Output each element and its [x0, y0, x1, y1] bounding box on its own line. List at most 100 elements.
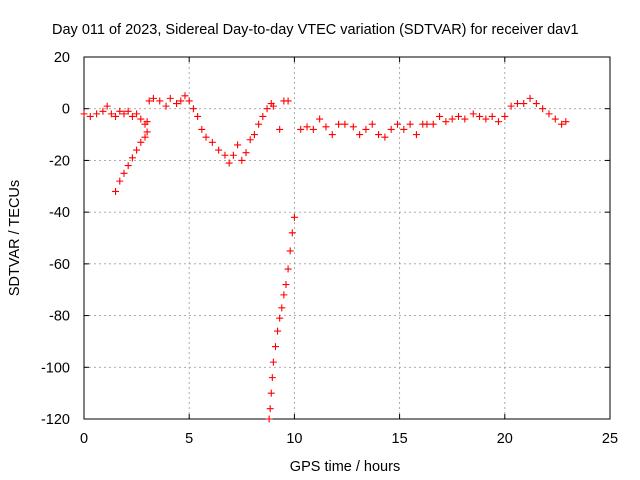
data-point [335, 120, 343, 128]
data-point [255, 120, 263, 128]
data-point [309, 125, 317, 133]
data-point [562, 118, 570, 126]
data-point [156, 97, 164, 105]
data-point [476, 112, 484, 120]
data-point [221, 151, 229, 159]
data-point [202, 133, 210, 141]
data-point [482, 115, 490, 123]
data-point [267, 389, 275, 397]
x-tick-label: 0 [80, 431, 88, 447]
data-point [274, 327, 282, 335]
y-tick-label: -60 [49, 257, 70, 273]
data-point [488, 112, 496, 120]
data-point [276, 314, 284, 322]
x-tick-label: 15 [392, 431, 408, 447]
data-point [137, 138, 145, 146]
data-point [539, 105, 547, 113]
data-point [286, 247, 294, 255]
data-point [393, 120, 401, 128]
y-tick-label: -120 [41, 412, 70, 428]
data-point [103, 102, 111, 110]
data-point [93, 110, 101, 118]
data-point [461, 115, 469, 123]
data-point [133, 110, 141, 118]
y-tick-label: -40 [49, 205, 70, 221]
data-point [208, 138, 216, 146]
x-tick-label: 20 [497, 431, 513, 447]
data-point [250, 131, 258, 139]
data-point [116, 107, 124, 115]
data-point [545, 110, 553, 118]
data-point [198, 125, 206, 133]
data-point [246, 136, 254, 144]
data-point [341, 120, 349, 128]
data-point [400, 125, 408, 133]
y-tick-label: 0 [62, 102, 70, 118]
data-point [80, 110, 88, 118]
data-point [532, 100, 540, 108]
data-point [266, 405, 274, 413]
data-point [234, 141, 242, 149]
data-point [112, 187, 120, 195]
data-point [494, 118, 502, 126]
data-point [278, 304, 286, 312]
data-point [107, 110, 115, 118]
data-point [269, 358, 277, 366]
x-tick-label: 5 [185, 431, 193, 447]
data-point [280, 291, 288, 299]
y-tick-label: -100 [41, 360, 70, 376]
data-point [303, 123, 311, 131]
data-point [143, 118, 151, 126]
data-point [349, 123, 357, 131]
data-point [375, 131, 383, 139]
data-point [406, 120, 414, 128]
data-point [120, 110, 128, 118]
data-point [288, 229, 296, 237]
data-point [143, 128, 151, 136]
data-points [80, 92, 570, 423]
data-point [469, 110, 477, 118]
data-point [99, 107, 107, 115]
data-point [128, 112, 136, 120]
y-tick-label: -80 [49, 309, 70, 325]
data-point [133, 146, 141, 154]
data-point [551, 115, 559, 123]
data-point [259, 112, 267, 120]
plot-frame [83, 56, 611, 420]
data-point [263, 105, 271, 113]
data-point [265, 415, 273, 423]
data-point [448, 115, 456, 123]
data-point [137, 115, 145, 123]
data-point [412, 131, 420, 139]
tick-marks [83, 56, 611, 420]
data-point [162, 102, 170, 110]
data-point [238, 156, 246, 164]
data-point [189, 105, 197, 113]
data-point [442, 118, 450, 126]
data-point [276, 125, 284, 133]
data-point [356, 131, 364, 139]
data-point [225, 159, 233, 167]
data-point [429, 120, 437, 128]
data-point [328, 131, 336, 139]
data-point [526, 94, 534, 102]
data-point [297, 125, 305, 133]
data-point [316, 115, 324, 123]
data-point [229, 151, 237, 159]
data-point [507, 102, 515, 110]
data-point [284, 97, 292, 105]
data-point [520, 100, 528, 108]
data-point [271, 343, 279, 351]
data-point [423, 120, 431, 128]
data-point [558, 120, 566, 128]
data-point [242, 149, 250, 157]
data-point [181, 92, 189, 100]
data-point [86, 112, 94, 120]
x-tick-labels: 0 5 10 15 20 25 [80, 431, 618, 447]
data-point [215, 146, 223, 154]
data-point [387, 125, 395, 133]
chart-title: Day 011 of 2023, Sidereal Day-to-day VTE… [52, 22, 579, 38]
data-point [185, 97, 193, 105]
series-steep-drop [265, 213, 298, 423]
data-point [194, 112, 202, 120]
